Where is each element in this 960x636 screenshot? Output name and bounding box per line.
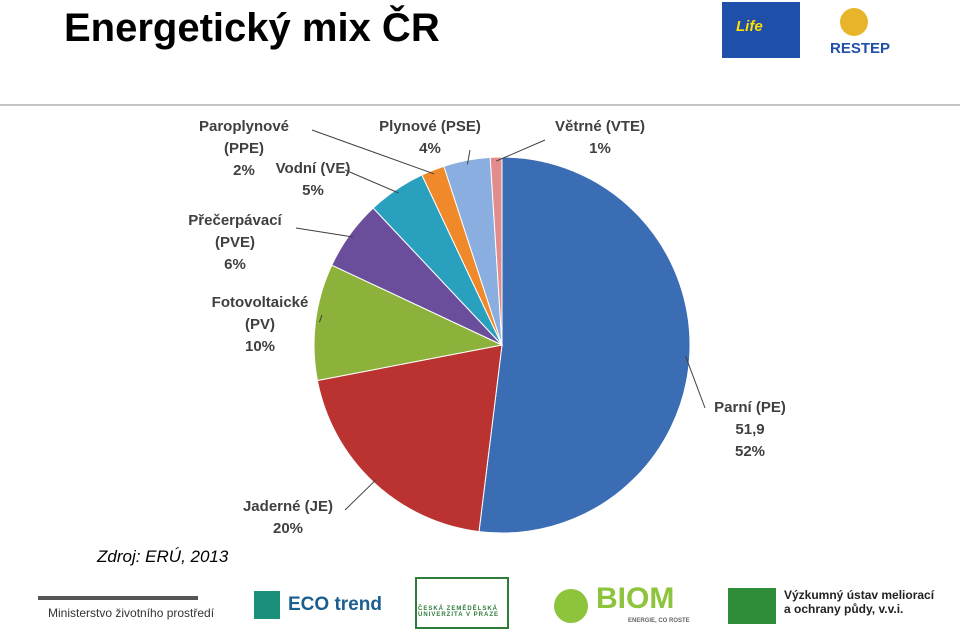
leader-line [685, 356, 706, 409]
logo-text: Ministerstvo životního prostředí [48, 606, 215, 620]
leader-line [295, 227, 354, 238]
slice-label: Parní (PE) 51,9 52% [700, 397, 800, 463]
pie-slice [489, 156, 503, 346]
logo-text: ECO trend [288, 594, 382, 615]
mzp-bar [38, 596, 198, 600]
category-label: Plynové (PSE) [379, 118, 481, 135]
value-label: 20% [272, 520, 304, 537]
slice-label: Jaderné (JE) 20% [228, 496, 348, 540]
leader-line [311, 129, 435, 175]
slice-label: Větrné (VTE) 1% [545, 116, 655, 160]
category-label: Parní (PE) [714, 399, 786, 416]
vumop-icon [728, 588, 776, 624]
value-label: 4% [419, 140, 441, 157]
logo-text: ENERGIE, CO ROSTE [628, 618, 690, 624]
value-label: 6% [224, 256, 246, 273]
leader-line [496, 139, 546, 162]
slice-label: Přečerpávací (PVE) 6% [175, 210, 295, 276]
value-label: 1% [589, 140, 611, 157]
value-label: 51,9 [735, 421, 765, 438]
pie-slice [313, 264, 504, 382]
category-label: Fotovoltaické (PV) [211, 294, 309, 333]
logo-text: ČESKÁ ZEMĚDĚLSKÁ UNIVERZITA V PRAZE [418, 606, 500, 618]
biom-icon [554, 589, 588, 623]
logo-text: Life [736, 18, 763, 35]
category-label: Větrné (VTE) [554, 118, 645, 135]
slice-label: Vodní (VE) 5% [273, 158, 353, 202]
category-label: Přečerpávací (PVE) [188, 212, 282, 251]
value-label: 10% [244, 338, 276, 355]
eco-icon [254, 591, 280, 619]
pie-slice [478, 156, 691, 534]
leader-line [344, 479, 377, 511]
slice-label: Fotovoltaické (PV) 10% [195, 292, 325, 358]
category-label: Jaderné (JE) [242, 498, 334, 515]
leader-line [318, 314, 323, 323]
restep-icon [840, 8, 868, 36]
logo-text: BIOM [596, 582, 675, 615]
value-label: 52% [734, 443, 766, 460]
value-label: 5% [302, 182, 324, 199]
title: Energetický mix ČR [64, 6, 440, 50]
value-label: 2% [233, 162, 255, 179]
category-label: Vodní (VE) [275, 160, 351, 177]
slice-label: Paroplynové (PPE) 2% [179, 116, 309, 182]
leader-line [344, 169, 399, 194]
source: Zdroj: ERÚ, 2013 [97, 547, 229, 566]
logo-text: Výzkumný ústav meliorací a ochrany půdy,… [784, 588, 935, 616]
category-label: Paroplynové (PPE) [198, 118, 290, 157]
logo-text: RESTEP [830, 40, 891, 57]
czu-icon [415, 577, 509, 629]
eu-flag [722, 2, 800, 58]
leader-line [466, 149, 471, 165]
slice-label: Plynové (PSE) 4% [370, 116, 490, 160]
